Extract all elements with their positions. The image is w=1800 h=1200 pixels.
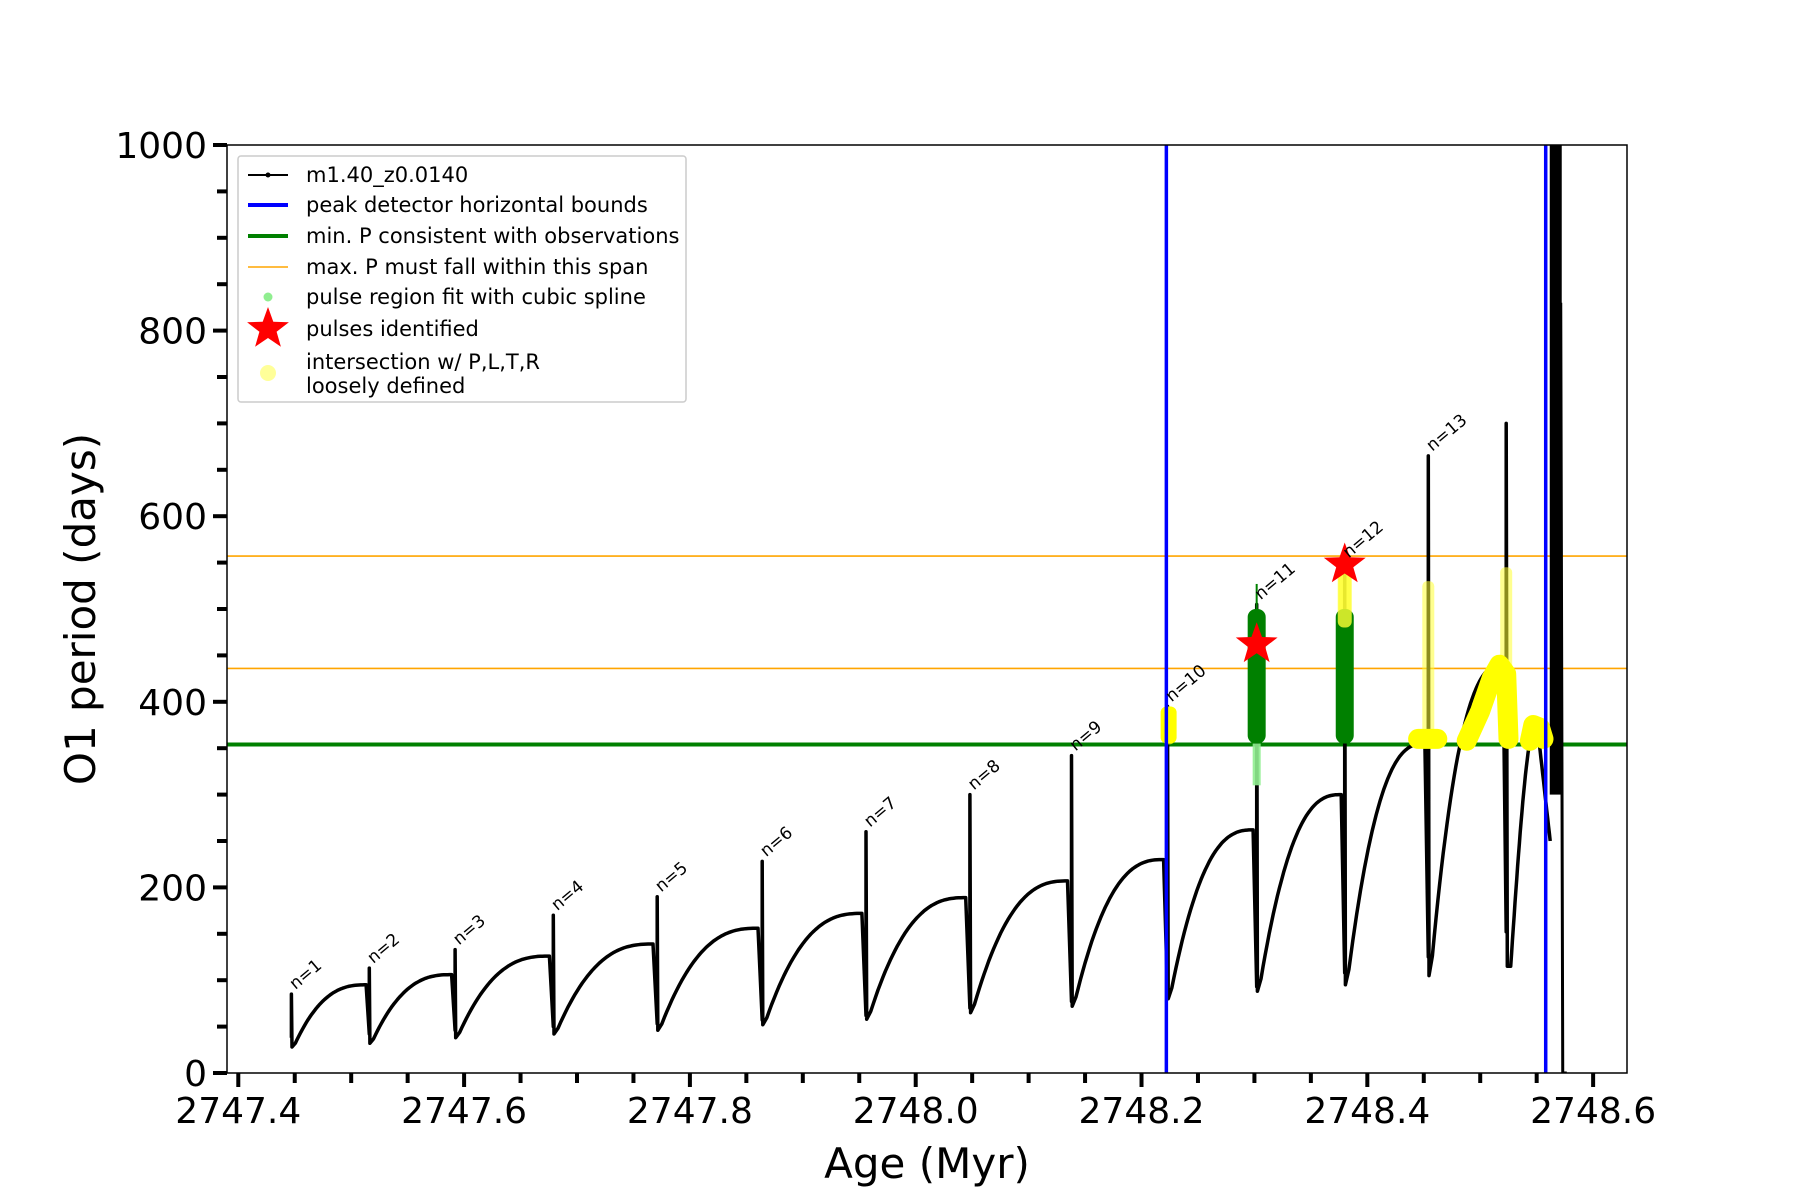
legend-label-4: pulse region fit with cubic spline xyxy=(306,285,646,309)
pulse-labels: n=1n=2 n=3n=4 n=5n=6n=7n=8n=9n=10n=11n=12n… xyxy=(286,410,1472,994)
intersection-blob-1 xyxy=(1456,654,1519,751)
pulse12-highlight xyxy=(1337,562,1352,628)
legend-label-6: loosely defined xyxy=(306,374,465,398)
data-layer xyxy=(227,145,1627,1073)
x-tick-label-3: 2748.0 xyxy=(853,1091,979,1132)
x-tick-label-4: 2748.2 xyxy=(1079,1091,1205,1132)
x-tick-label-2: 2747.8 xyxy=(627,1091,753,1132)
pulse-label-13: n=13 xyxy=(1423,410,1472,455)
axes-layer: 0 200 400 600 800 1000 2747.4 2747.6 2747.8 2748.… xyxy=(115,126,1656,1132)
pulse-label-9: n=9 xyxy=(1066,717,1106,755)
intersection-blob-2 xyxy=(1519,715,1554,751)
intersection-blob-n10 xyxy=(1160,706,1177,744)
y-tick-label-5: 1000 xyxy=(115,126,207,167)
spline-column-1 xyxy=(1335,609,1354,744)
y-tick-label-2: 400 xyxy=(138,683,207,724)
legend-label-1: peak detector horizontal bounds xyxy=(306,193,648,217)
legend-label-2: min. P consistent with observations xyxy=(306,224,679,248)
pulse-label-2: n=2 xyxy=(364,930,404,968)
y-axis-title: O1 period (days) xyxy=(56,433,105,785)
pulse-label-1: n=1 xyxy=(286,956,326,994)
final-oscillation-column xyxy=(1549,145,1562,795)
x-tick-label-0: 2747.4 xyxy=(175,1091,301,1132)
pulse-label-6: n=6 xyxy=(757,823,797,861)
identified-pulse-star-11 xyxy=(1235,622,1278,663)
pulse-label-8: n=8 xyxy=(964,756,1004,794)
loose-region-2 xyxy=(1422,581,1435,745)
spline-tail-0 xyxy=(1252,743,1261,786)
legend-label-5: pulses identified xyxy=(306,317,479,341)
pulse-label-3: n=3 xyxy=(449,911,489,949)
y-tick-label-0: 0 xyxy=(184,1054,207,1095)
x-tick-label-1: 2747.6 xyxy=(401,1091,527,1132)
x-tick-label-5: 2748.4 xyxy=(1304,1091,1430,1132)
legend-label-6: intersection w/ P,L,T,R xyxy=(306,350,540,374)
legend-label-3: max. P must fall within this span xyxy=(306,255,648,279)
pulse-label-11: n=11 xyxy=(1251,559,1300,604)
legend-handle-model-dot xyxy=(265,172,271,178)
legend-label-0: m1.40_z0.0140 xyxy=(306,163,468,188)
x-axis-title: Age (Myr) xyxy=(824,1139,1030,1188)
y-tick-label-1: 200 xyxy=(138,868,207,909)
legend-box xyxy=(237,155,687,403)
y-tick-label-3: 600 xyxy=(138,497,207,538)
identified-pulse-star-12 xyxy=(1323,542,1366,583)
legend-handle-loose xyxy=(260,365,276,381)
model-curve xyxy=(289,421,1552,1049)
x-tick-label-6: 2748.6 xyxy=(1530,1091,1656,1132)
pulse-label-7: n=7 xyxy=(860,793,900,831)
final-drop xyxy=(1559,302,1567,1073)
legend-handle-star xyxy=(247,307,289,347)
legend-handle-spline-dot xyxy=(263,292,273,302)
pulse-label-5: n=5 xyxy=(652,858,692,896)
y-tick-label-4: 800 xyxy=(138,312,207,353)
pulse-label-4: n=4 xyxy=(548,877,588,915)
